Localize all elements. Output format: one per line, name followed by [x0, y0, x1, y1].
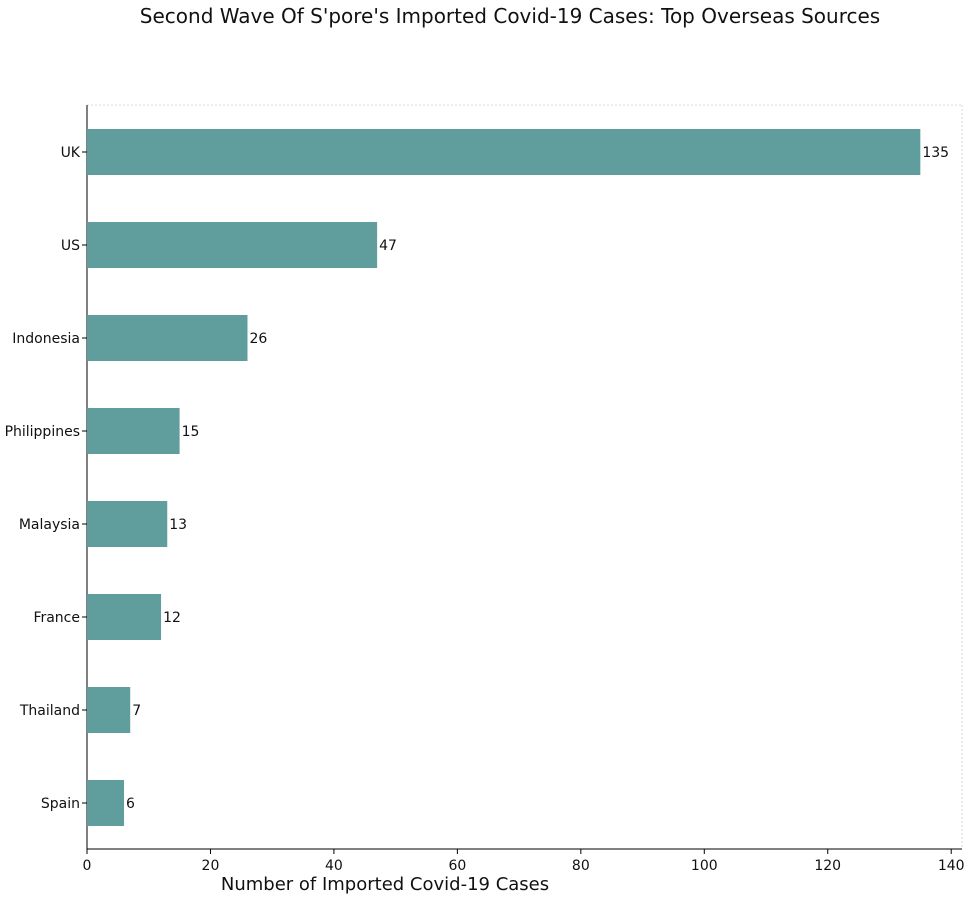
x-axis-label: Number of Imported Covid-19 Cases	[221, 874, 549, 895]
x-tick-label: 80	[572, 858, 590, 874]
y-axis: UK US Indonesia Philippines Malaysia France Th…	[5, 145, 87, 812]
bar-france	[87, 594, 162, 640]
x-tick-label: 0	[83, 858, 92, 874]
x-tick-label: 140	[938, 858, 965, 874]
x-tick-label: 40	[325, 858, 343, 874]
y-tick-label: Thailand	[19, 703, 80, 719]
y-tick-label: US	[61, 238, 80, 254]
bar-indonesia	[87, 315, 248, 361]
bar-spain	[87, 780, 125, 826]
data-labels-group: 135 47 26 15 13 12 7 6	[126, 145, 949, 812]
data-label: 6	[126, 796, 135, 812]
data-label: 13	[169, 517, 187, 533]
x-tick-label: 100	[691, 858, 718, 874]
y-tick-label: Malaysia	[19, 517, 80, 533]
data-label: 26	[249, 331, 267, 347]
bar-malaysia	[87, 501, 168, 547]
chart-title: Second Wave Of S'pore's Imported Covid-1…	[139, 4, 881, 28]
y-tick-label: Indonesia	[12, 331, 80, 347]
y-tick-label: Spain	[41, 796, 80, 812]
x-tick-label: 20	[202, 858, 220, 874]
data-label: 7	[132, 703, 141, 719]
x-axis: 0 20 40 60 80 100 120 140	[83, 849, 965, 874]
x-tick-label: 60	[448, 858, 466, 874]
bar-us	[87, 222, 378, 268]
bars-group	[87, 129, 921, 826]
data-label: 135	[922, 145, 949, 161]
bar-thailand	[87, 687, 131, 733]
bar-philippines	[87, 408, 180, 454]
y-tick-label: France	[33, 610, 80, 626]
y-tick-label: UK	[61, 145, 81, 161]
data-label: 12	[163, 610, 181, 626]
data-label: 47	[379, 238, 397, 254]
axes-frame	[86, 104, 963, 850]
bar-uk	[87, 129, 921, 175]
data-label: 15	[182, 424, 200, 440]
x-tick-label: 120	[814, 858, 841, 874]
y-tick-label: Philippines	[5, 424, 80, 440]
